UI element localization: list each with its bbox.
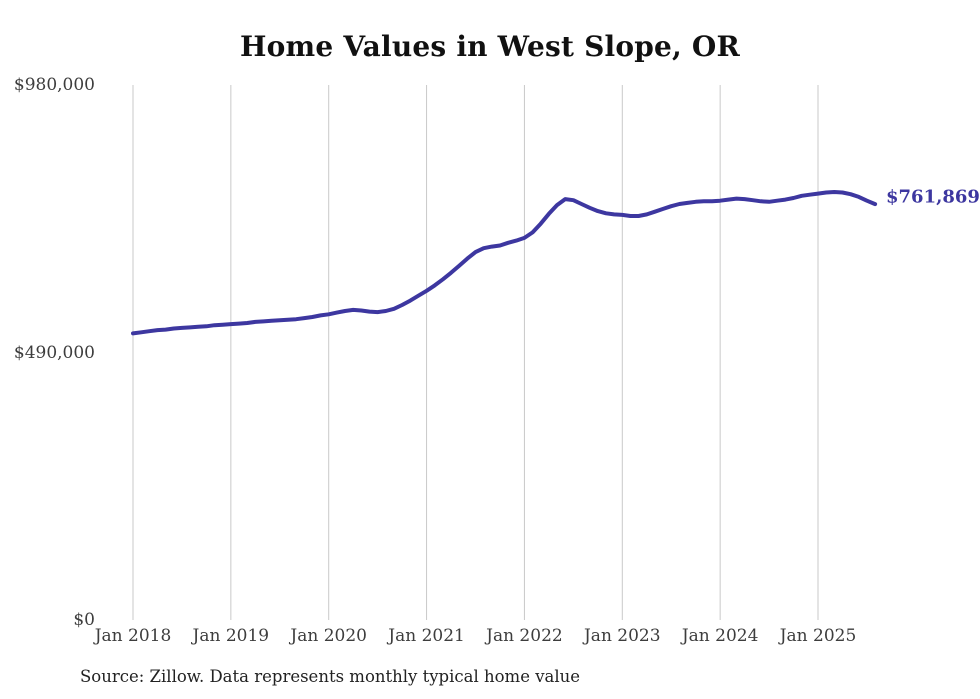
x-axis-tick-jan-2024: Jan 2024 (681, 626, 759, 646)
chart-title: Home Values in West Slope, OR (240, 30, 740, 63)
x-axis-tick-jan-2025: Jan 2025 (779, 626, 857, 646)
x-axis-tick-jan-2021: Jan 2021 (388, 626, 465, 646)
series-end-value-label: $761,869 (886, 186, 980, 208)
x-axis-tick-jan-2022: Jan 2022 (486, 626, 563, 646)
y-axis-tick-980000: $980,000 (13, 75, 95, 95)
home-value-series-line (131, 190, 878, 336)
x-axis-tick-jan-2019: Jan 2019 (192, 626, 270, 646)
y-axis-tick-490000: $490,000 (13, 343, 95, 363)
x-axis-tick-jan-2023: Jan 2023 (583, 626, 661, 646)
x-axis-tick-jan-2020: Jan 2020 (290, 626, 367, 646)
y-axis-tick-0: $0 (73, 610, 95, 630)
x-axis-tick-jan-2018: Jan 2018 (94, 626, 172, 646)
source-note: Source: Zillow. Data represents monthly … (80, 667, 581, 686)
